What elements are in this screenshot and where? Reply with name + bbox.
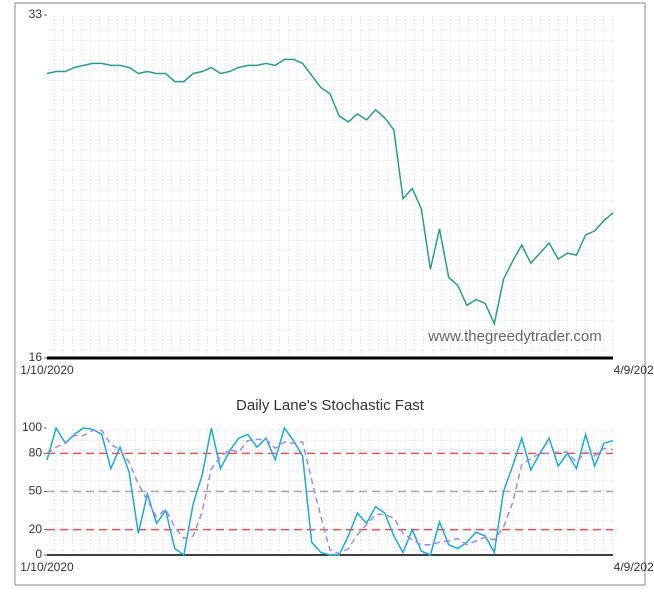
y-tick-label: 16 bbox=[29, 350, 43, 364]
series-line bbox=[46, 58, 614, 327]
series-line bbox=[46, 429, 614, 555]
x-tick-label: 1/10/2020 bbox=[20, 560, 74, 574]
y-tick-label: 0 bbox=[35, 547, 42, 561]
grid bbox=[47, 15, 613, 358]
x-tick-label: 4/9/2020 bbox=[614, 560, 654, 574]
x-tick-label: 1/10/2020 bbox=[20, 363, 74, 377]
y-tick-label: 33 bbox=[29, 7, 43, 21]
x-tick-label: 4/9/2020 bbox=[614, 363, 654, 377]
y-tick-label: 50 bbox=[29, 484, 43, 498]
watermark: www.thegreedytrader.com bbox=[427, 328, 601, 345]
series-line bbox=[46, 426, 614, 557]
y-tick-label: 20 bbox=[29, 522, 43, 536]
y-tick-label: 100 bbox=[22, 420, 42, 434]
chart-title: Daily Lane's Stochastic Fast bbox=[236, 397, 425, 414]
y-tick-label: 80 bbox=[29, 446, 43, 460]
frame bbox=[14, 2, 646, 586]
